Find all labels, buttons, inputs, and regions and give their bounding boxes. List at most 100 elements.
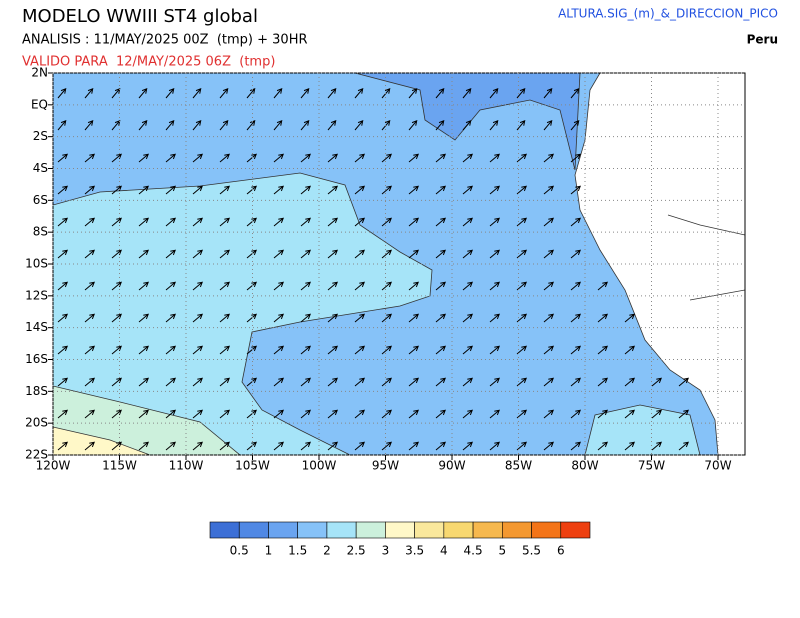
arrow <box>246 153 257 163</box>
lat-label: 18S <box>25 384 48 398</box>
contour-region <box>584 404 701 455</box>
arrow <box>300 153 311 163</box>
arrow <box>219 377 230 387</box>
arrow <box>192 409 203 419</box>
arrow <box>462 377 473 387</box>
arrow <box>597 345 608 355</box>
arrow <box>408 120 418 131</box>
arrow <box>219 153 230 163</box>
arrow <box>543 120 553 131</box>
arrow <box>489 281 500 291</box>
arrow <box>327 377 338 387</box>
arrow <box>408 153 419 163</box>
arrow <box>192 88 202 99</box>
arrow <box>516 345 527 355</box>
arrow <box>219 249 230 259</box>
arrow <box>57 120 67 131</box>
arrow <box>651 441 662 451</box>
arrow <box>57 249 68 259</box>
arrow <box>381 441 392 451</box>
arrow <box>489 249 500 259</box>
arrow <box>327 88 337 99</box>
arrow <box>570 88 580 99</box>
colorbar-label: 0.5 <box>230 544 249 558</box>
arrow <box>435 249 446 259</box>
arrow <box>57 441 68 451</box>
arrow <box>381 313 392 323</box>
lon-label: 100W <box>302 459 337 473</box>
arrow <box>84 120 94 131</box>
arrow <box>489 217 500 227</box>
arrow <box>219 313 230 323</box>
arrow <box>57 409 68 419</box>
arrow <box>462 409 473 419</box>
arrow <box>138 313 149 323</box>
arrow <box>138 377 149 387</box>
arrow <box>570 377 581 387</box>
arrow <box>489 185 500 195</box>
arrow <box>570 185 581 195</box>
arrow <box>408 441 419 451</box>
arrow <box>273 313 284 323</box>
arrow <box>381 409 392 419</box>
arrow <box>435 217 446 227</box>
arrow <box>462 345 473 355</box>
arrow <box>165 88 175 99</box>
arrow <box>516 281 527 291</box>
arrow <box>570 249 581 259</box>
arrow <box>192 281 203 291</box>
arrow <box>678 377 689 387</box>
arrow <box>192 217 203 227</box>
arrow <box>327 409 338 419</box>
lat-label: 2N <box>31 66 48 80</box>
arrow <box>192 120 202 131</box>
lat-label: 8S <box>33 225 48 239</box>
arrow <box>219 217 230 227</box>
arrow <box>435 409 446 419</box>
arrow <box>678 409 689 419</box>
arrow <box>435 88 445 99</box>
arrow <box>165 185 176 195</box>
lon-label: 70W <box>704 459 731 473</box>
colorbar-label: 6 <box>557 544 565 558</box>
color-swatch <box>502 521 532 539</box>
arrow <box>273 249 284 259</box>
arrow <box>354 345 365 355</box>
arrow <box>624 377 635 387</box>
arrow <box>489 313 500 323</box>
arrow <box>570 120 580 131</box>
arrow <box>57 88 67 99</box>
arrow <box>327 249 338 259</box>
arrow <box>489 409 500 419</box>
arrow <box>435 153 446 163</box>
arrow <box>408 313 419 323</box>
arrow <box>273 185 284 195</box>
arrow <box>300 120 310 131</box>
arrow <box>543 217 554 227</box>
arrow <box>84 441 95 451</box>
arrow <box>435 185 446 195</box>
arrow <box>165 409 176 419</box>
arrow <box>300 409 311 419</box>
lat-label: 16S <box>25 352 48 366</box>
arrow <box>489 153 500 163</box>
color-swatch <box>268 521 298 539</box>
arrow <box>192 313 203 323</box>
arrow <box>246 120 256 131</box>
arrow <box>597 441 608 451</box>
arrow <box>300 249 311 259</box>
arrow <box>381 281 392 291</box>
arrow <box>84 185 95 195</box>
arrow <box>516 441 527 451</box>
arrow <box>138 281 149 291</box>
lon-label: 95W <box>372 459 399 473</box>
arrow <box>516 153 527 163</box>
arrow <box>246 441 257 451</box>
arrow <box>327 153 338 163</box>
arrow <box>84 88 94 99</box>
arrow <box>462 313 473 323</box>
arrow <box>543 249 554 259</box>
arrow <box>138 409 149 419</box>
arrow <box>327 313 338 323</box>
arrow <box>435 313 446 323</box>
